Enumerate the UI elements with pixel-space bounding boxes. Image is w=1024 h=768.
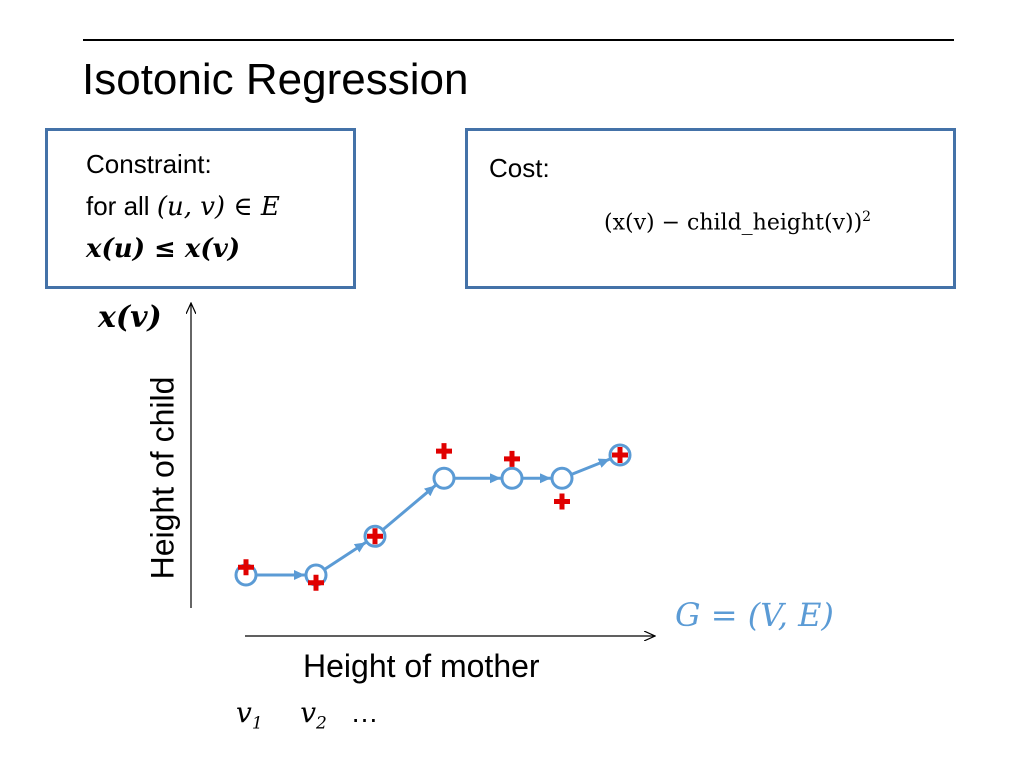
constraint-condition: for all (u, v) ∈ E	[86, 185, 280, 228]
vertex-label-v1-sub: 1	[251, 713, 263, 734]
observed-point-4	[436, 443, 452, 460]
cost-formula: (x(v) − child_height(v))2	[604, 209, 871, 235]
observed-point-7	[612, 447, 628, 464]
constraint-edge-math: (u, v) ∈ E	[156, 192, 280, 222]
constraint-condition-prefix: for all	[86, 191, 157, 221]
observed-point-6	[554, 493, 570, 510]
y-axis-label: Height of child	[144, 376, 181, 580]
vertex-label-v1: v1	[236, 696, 263, 734]
vertex-label-ellipsis: …	[350, 697, 379, 728]
constraint-inequality: x(u) ≤ x(v)	[86, 234, 241, 264]
graph-label: G = (V, E)	[675, 596, 834, 634]
vertex-label-v1-letter: v	[236, 696, 252, 729]
cost-heading: Cost:	[489, 153, 550, 183]
page-title: Isotonic Regression	[82, 55, 469, 104]
y-variable-label: x(v)	[98, 300, 162, 335]
observed-point-2	[308, 574, 324, 591]
nodes-layer	[234, 443, 632, 587]
vertex-label-v2-sub: 2	[316, 713, 327, 734]
title-rule	[83, 39, 954, 41]
cost-formula-exponent: 2	[862, 209, 872, 225]
edges-layer	[256, 457, 611, 580]
observed-point-3	[367, 528, 383, 545]
constraint-box: Constraint: for all (u, v) ∈ E x(u) ≤ x(…	[45, 128, 356, 289]
vertex-label-v2: v2	[300, 696, 327, 734]
cost-box: Cost: (x(v) − child_height(v))2	[465, 128, 956, 289]
observed-point-1	[238, 559, 254, 576]
x-axis-label: Height of mother	[303, 648, 540, 684]
fitted-node-4	[432, 466, 456, 490]
cost-formula-body: (x(v) − child_height(v))	[604, 210, 863, 236]
graph-edge-6	[570, 457, 611, 476]
observed-layer	[238, 443, 628, 591]
graph-edge-2	[323, 541, 367, 571]
graph-edge-3	[381, 484, 437, 532]
constraint-heading: Constraint:	[86, 149, 212, 179]
vertex-labels: v1 v2 …	[236, 696, 378, 734]
fitted-node-5	[500, 466, 524, 490]
vertex-label-v2-letter: v	[300, 696, 317, 729]
fitted-node-6	[550, 466, 574, 490]
observed-point-5	[504, 450, 520, 467]
